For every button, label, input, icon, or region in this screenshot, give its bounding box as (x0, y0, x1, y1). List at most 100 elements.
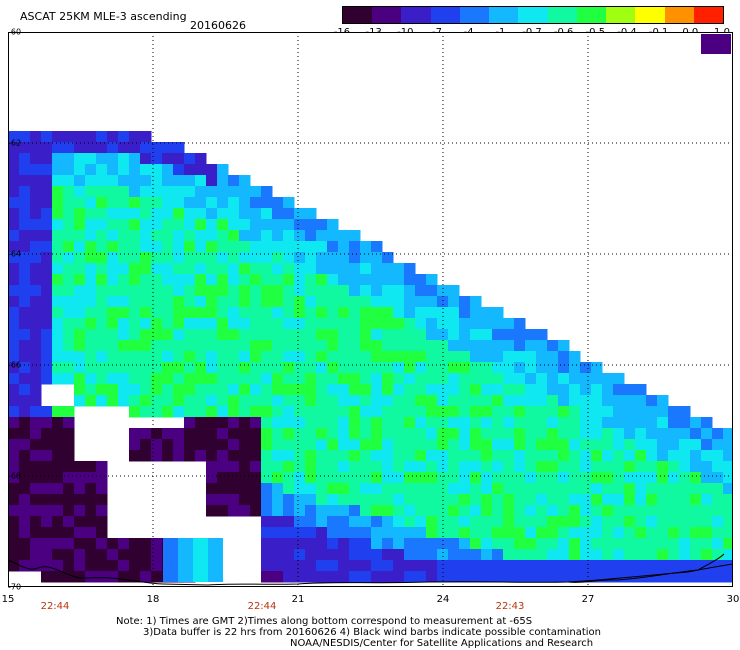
swath-cell (107, 164, 119, 176)
swath-cell (602, 373, 614, 385)
swath-cell (63, 505, 75, 517)
swath-cell (624, 384, 636, 396)
swath-cell (74, 219, 86, 231)
swath-cell (239, 406, 251, 418)
swath-cell (492, 329, 504, 341)
swath-cell (459, 340, 471, 352)
swath-cell (437, 296, 449, 308)
swath-cell (349, 252, 361, 264)
swath-cell (305, 549, 317, 561)
swath-cell (19, 164, 31, 176)
swath-cell (74, 285, 86, 297)
swath-cell (459, 417, 471, 429)
swath-cell (96, 296, 108, 308)
swath-cell (129, 538, 141, 550)
swath-cell (74, 373, 86, 385)
swath-cell (74, 318, 86, 330)
swath-cell (96, 285, 108, 297)
swath-cell (107, 142, 119, 154)
swath-cell (195, 197, 207, 209)
swath-cell (338, 384, 350, 396)
swath-cell (382, 494, 394, 506)
swath-cell (129, 274, 141, 286)
swath-cell (360, 329, 372, 341)
swath-cell (690, 417, 702, 429)
swath-cell (140, 384, 152, 396)
swath-cell (140, 230, 152, 242)
swath-cell (591, 571, 603, 583)
swath-cell (657, 417, 669, 429)
swath-cell (74, 175, 86, 187)
swath-cell (371, 450, 383, 462)
swath-cell (305, 439, 317, 451)
swath-cell (30, 274, 42, 286)
swath-cell (85, 549, 97, 561)
swath-cell (415, 560, 427, 572)
swath-cell (316, 296, 328, 308)
swath-cell (162, 263, 174, 275)
swath-cell (228, 373, 240, 385)
swath-cell (525, 395, 537, 407)
swath-cell (635, 450, 647, 462)
swath-cell (52, 131, 64, 143)
swath-cell (206, 351, 218, 363)
swath-cell (184, 450, 196, 462)
swath-cell (393, 439, 405, 451)
swath-cell (305, 329, 317, 341)
swath-cell (129, 296, 141, 308)
swath-cell (723, 571, 733, 583)
swath-cell (162, 439, 174, 451)
swath-cell (30, 560, 42, 572)
swath-cell (8, 340, 20, 352)
swath-cell (283, 219, 295, 231)
swath-cell (272, 285, 284, 297)
swath-cell (679, 450, 691, 462)
swath-cell (382, 384, 394, 396)
swath-cell (173, 307, 185, 319)
swath-cell (8, 208, 20, 220)
swath-cell (514, 461, 526, 473)
swath-cell (283, 263, 295, 275)
swath-cell (371, 417, 383, 429)
swath-cell (19, 472, 31, 484)
swath-cell (283, 516, 295, 528)
swath-cell (228, 329, 240, 341)
swath-cell (360, 472, 372, 484)
swath-cell (250, 340, 262, 352)
swath-cell (305, 406, 317, 418)
swath-cell (481, 417, 493, 429)
swath-cell (30, 219, 42, 231)
swath-cell (118, 131, 130, 143)
swath-cell (635, 494, 647, 506)
swath-cell (569, 351, 581, 363)
swath-cell (206, 329, 218, 341)
swath-cell (228, 450, 240, 462)
swath-cell (569, 571, 581, 583)
swath-cell (173, 197, 185, 209)
swath-cell (63, 318, 75, 330)
swath-cell (360, 373, 372, 385)
colorbar-swatch (576, 7, 607, 23)
swath-cell (360, 494, 372, 506)
swath-cell (74, 340, 86, 352)
swath-cell (52, 175, 64, 187)
swath-cell (338, 285, 350, 297)
swath-cell (382, 340, 394, 352)
swath-cell (338, 439, 350, 451)
swath-cell (547, 494, 559, 506)
swath-cell (151, 142, 163, 154)
swath-cell (459, 505, 471, 517)
swath-cell (338, 329, 350, 341)
swath-cell (415, 296, 427, 308)
swath-cell (85, 142, 97, 154)
swath-cell (635, 549, 647, 561)
swath-cell (305, 417, 317, 429)
swath-cell (217, 186, 229, 198)
swath-cell (272, 571, 284, 583)
swath-cell (624, 527, 636, 539)
swath-cell (283, 197, 295, 209)
swath-cell (63, 362, 75, 374)
swath-cell (30, 186, 42, 198)
swath-cell (635, 505, 647, 517)
swath-cell (140, 197, 152, 209)
